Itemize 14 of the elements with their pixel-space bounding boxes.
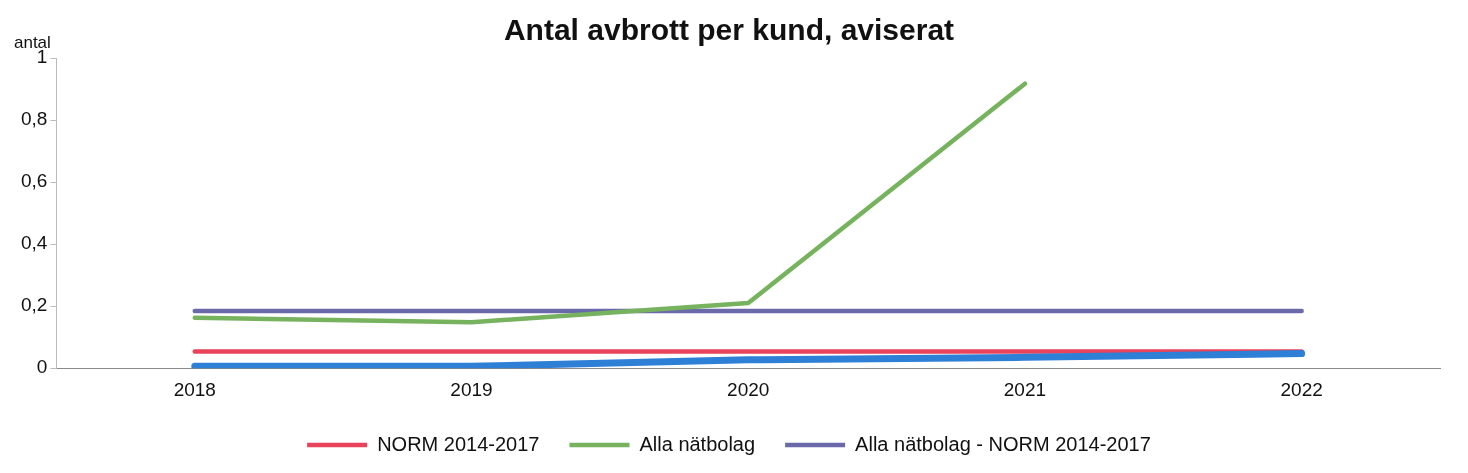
x-tick-label: 2020 <box>727 378 770 400</box>
x-tick-label: 2018 <box>173 378 216 400</box>
y-tick-label: 0,6 <box>20 170 48 192</box>
y-tick-label: 0,8 <box>20 108 48 130</box>
legend-label: NORM 2014-2017 <box>377 432 540 455</box>
y-tick-label: 0 <box>36 356 48 378</box>
x-tick-label: 2022 <box>1280 378 1323 400</box>
legend-label: Alla nätbolag - NORM 2014-2017 <box>855 432 1151 455</box>
x-tick-label: 2019 <box>450 378 493 400</box>
legend-label: Alla nätbolag <box>639 432 756 455</box>
chart-title: Antal avbrott per kund, aviserat <box>503 13 955 47</box>
y-tick-label: 0,2 <box>20 294 48 316</box>
y-tick-label: 0,4 <box>20 232 48 254</box>
x-tick-label: 2021 <box>1003 378 1047 400</box>
